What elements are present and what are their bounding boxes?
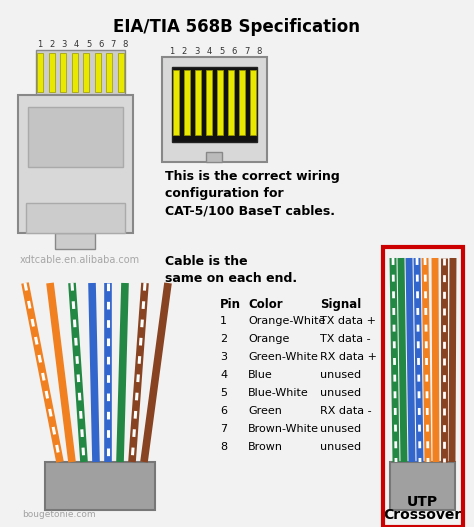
Text: 1: 1 — [220, 316, 227, 326]
Text: Brown-White: Brown-White — [248, 424, 319, 434]
Text: CAT-5/100 BaseT cables.: CAT-5/100 BaseT cables. — [165, 204, 335, 217]
Text: bougetonie.com: bougetonie.com — [22, 510, 96, 519]
Text: 2: 2 — [182, 47, 187, 56]
Bar — [206, 152, 222, 162]
Text: 4: 4 — [74, 40, 79, 49]
Bar — [383, 247, 463, 527]
Bar — [228, 70, 234, 135]
Bar — [173, 70, 179, 135]
Text: TX data -: TX data - — [320, 334, 371, 344]
Bar — [72, 53, 78, 92]
Text: Green-White: Green-White — [248, 352, 318, 362]
Text: 6: 6 — [231, 47, 237, 56]
Text: 4: 4 — [220, 370, 227, 380]
Text: unused: unused — [320, 388, 361, 398]
Text: 8: 8 — [122, 40, 128, 49]
Text: unused: unused — [320, 442, 361, 452]
Bar — [162, 57, 267, 162]
Bar — [28, 107, 123, 167]
Bar — [184, 70, 190, 135]
Bar — [118, 53, 124, 92]
Text: 3: 3 — [194, 47, 200, 56]
Bar — [250, 70, 256, 135]
Text: Orange: Orange — [248, 334, 289, 344]
Bar — [217, 70, 223, 135]
Text: 7: 7 — [220, 424, 227, 434]
Bar — [37, 53, 43, 92]
Text: Pin: Pin — [220, 298, 241, 311]
Text: Blue-White: Blue-White — [248, 388, 309, 398]
Text: 2: 2 — [49, 40, 55, 49]
Text: RX data +: RX data + — [320, 352, 377, 362]
Bar — [206, 70, 212, 135]
Bar — [45, 462, 155, 510]
Text: 5: 5 — [219, 47, 224, 56]
Bar — [95, 53, 101, 92]
Bar — [107, 53, 112, 92]
Bar — [55, 233, 95, 249]
Text: Crossover: Crossover — [383, 508, 461, 522]
Text: 4: 4 — [207, 47, 212, 56]
Bar — [60, 53, 66, 92]
Bar — [48, 53, 55, 92]
Text: Signal: Signal — [320, 298, 361, 311]
Text: UTP: UTP — [406, 495, 438, 509]
Text: configuration for: configuration for — [165, 187, 283, 200]
Text: Color: Color — [248, 298, 283, 311]
Bar — [390, 462, 455, 510]
Text: 6: 6 — [220, 406, 227, 416]
Text: RX data -: RX data - — [320, 406, 372, 416]
Text: Green: Green — [248, 406, 282, 416]
Text: 3: 3 — [220, 352, 227, 362]
Bar — [26, 203, 125, 233]
Text: 6: 6 — [98, 40, 103, 49]
Text: xdtcable.en.alibaba.com: xdtcable.en.alibaba.com — [20, 255, 140, 265]
Bar — [195, 70, 201, 135]
Text: same on each end.: same on each end. — [165, 272, 297, 285]
Bar — [36, 50, 125, 95]
Text: Blue: Blue — [248, 370, 273, 380]
Text: 1: 1 — [37, 40, 43, 49]
Text: Orange-White: Orange-White — [248, 316, 325, 326]
Text: 5: 5 — [86, 40, 91, 49]
Text: 5: 5 — [220, 388, 227, 398]
Text: 8: 8 — [256, 47, 262, 56]
Text: EIA/TIA 568B Specification: EIA/TIA 568B Specification — [113, 18, 361, 36]
Text: 7: 7 — [244, 47, 249, 56]
Bar — [18, 95, 133, 233]
Text: unused: unused — [320, 424, 361, 434]
Bar — [83, 53, 89, 92]
Text: 2: 2 — [220, 334, 227, 344]
Text: 1: 1 — [169, 47, 174, 56]
Text: 8: 8 — [220, 442, 227, 452]
Text: 3: 3 — [62, 40, 67, 49]
Text: This is the correct wiring: This is the correct wiring — [165, 170, 340, 183]
Text: Cable is the: Cable is the — [165, 255, 247, 268]
Text: TX data +: TX data + — [320, 316, 376, 326]
Bar — [172, 67, 257, 142]
Bar — [239, 70, 245, 135]
Text: Brown: Brown — [248, 442, 283, 452]
Text: unused: unused — [320, 370, 361, 380]
Text: 7: 7 — [110, 40, 116, 49]
